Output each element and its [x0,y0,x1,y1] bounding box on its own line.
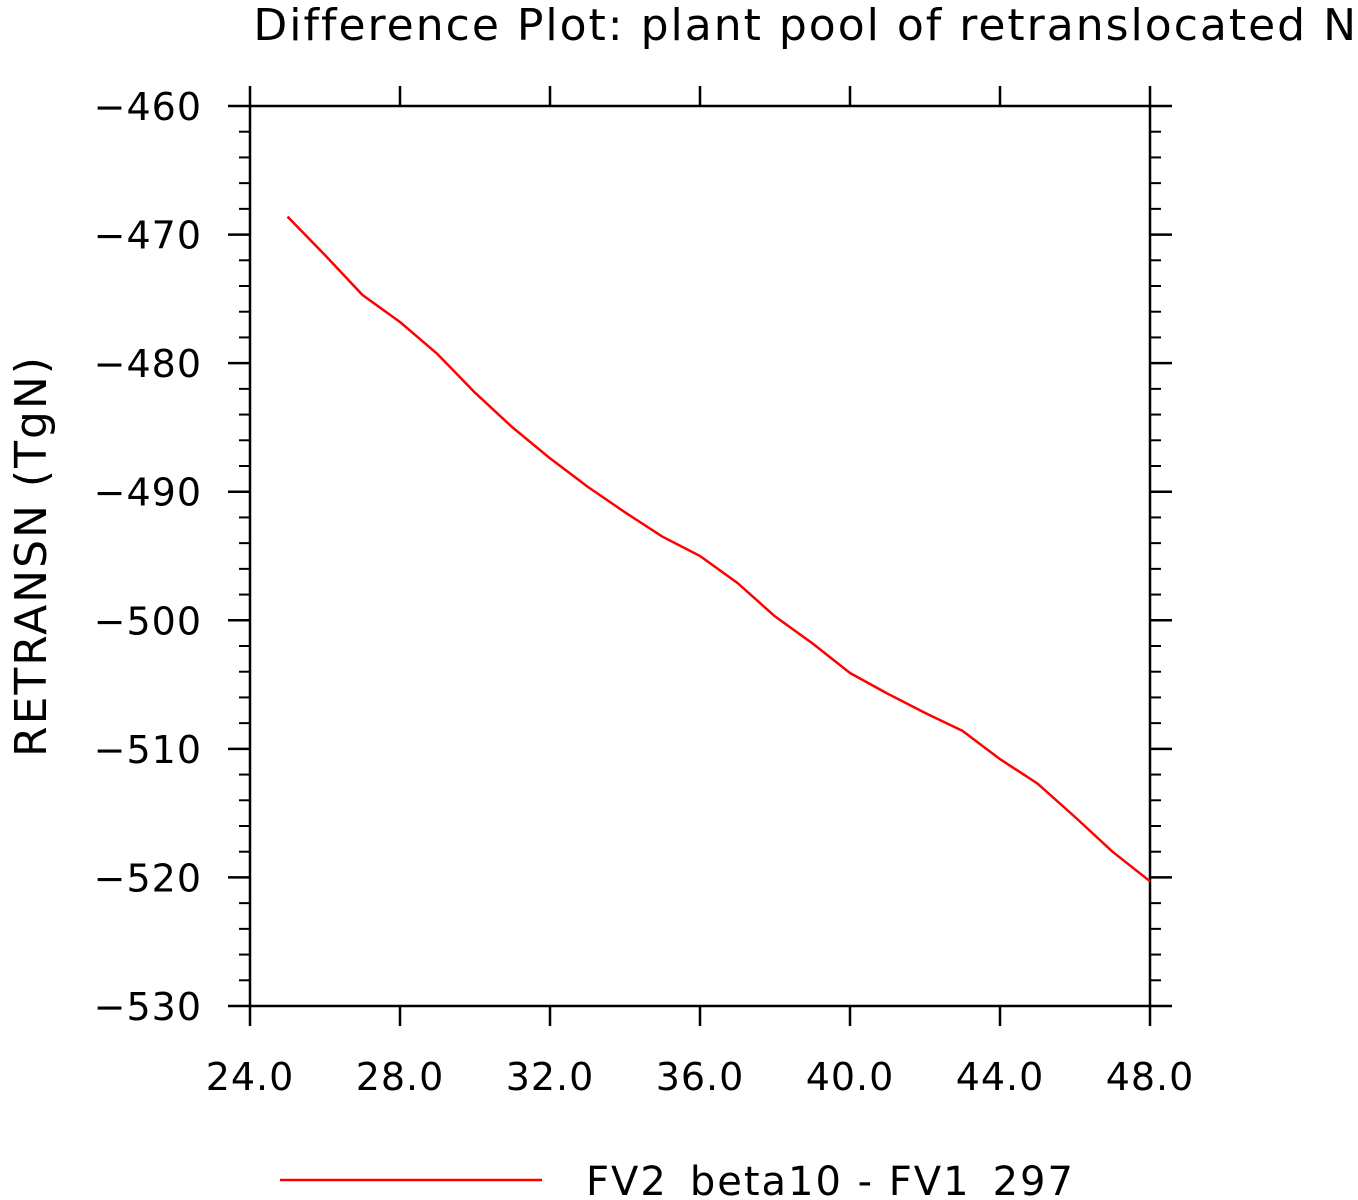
chart-title: Difference Plot: plant pool of retranslo… [253,0,1358,51]
y-tick-label: −460 [94,85,202,129]
y-tick-label: −480 [94,342,202,386]
axis-ticks [228,86,1172,1026]
tick-labels: 24.0 28.0 32.0 36.0 40.0 44.0 48.0 −460 −470 −480… [94,85,1195,1099]
x-tick-label: 32.0 [506,1055,595,1099]
y-tick-label: −490 [94,471,202,515]
x-tick-label: 24.0 [206,1055,295,1099]
legend: FV2_beta10 - FV1_297 [280,1159,1075,1200]
legend-label: FV2_beta10 - FV1_297 [586,1159,1075,1200]
y-tick-label: −520 [94,856,202,900]
series-layer [286,215,1151,883]
y-tick-label: −500 [94,599,202,643]
x-tick-label: 48.0 [1106,1055,1195,1099]
y-tick-label: −530 [94,985,202,1029]
y-axis-label: RETRANSN (TgN) [6,355,57,757]
y-tick-label: −470 [94,214,202,258]
plot-frame [248,104,1152,1008]
series-line [286,215,1151,883]
y-tick-label: −510 [94,728,202,772]
x-tick-label: 28.0 [356,1055,445,1099]
x-tick-label: 36.0 [656,1055,745,1099]
x-tick-label: 40.0 [806,1055,895,1099]
x-tick-label: 44.0 [956,1055,1045,1099]
